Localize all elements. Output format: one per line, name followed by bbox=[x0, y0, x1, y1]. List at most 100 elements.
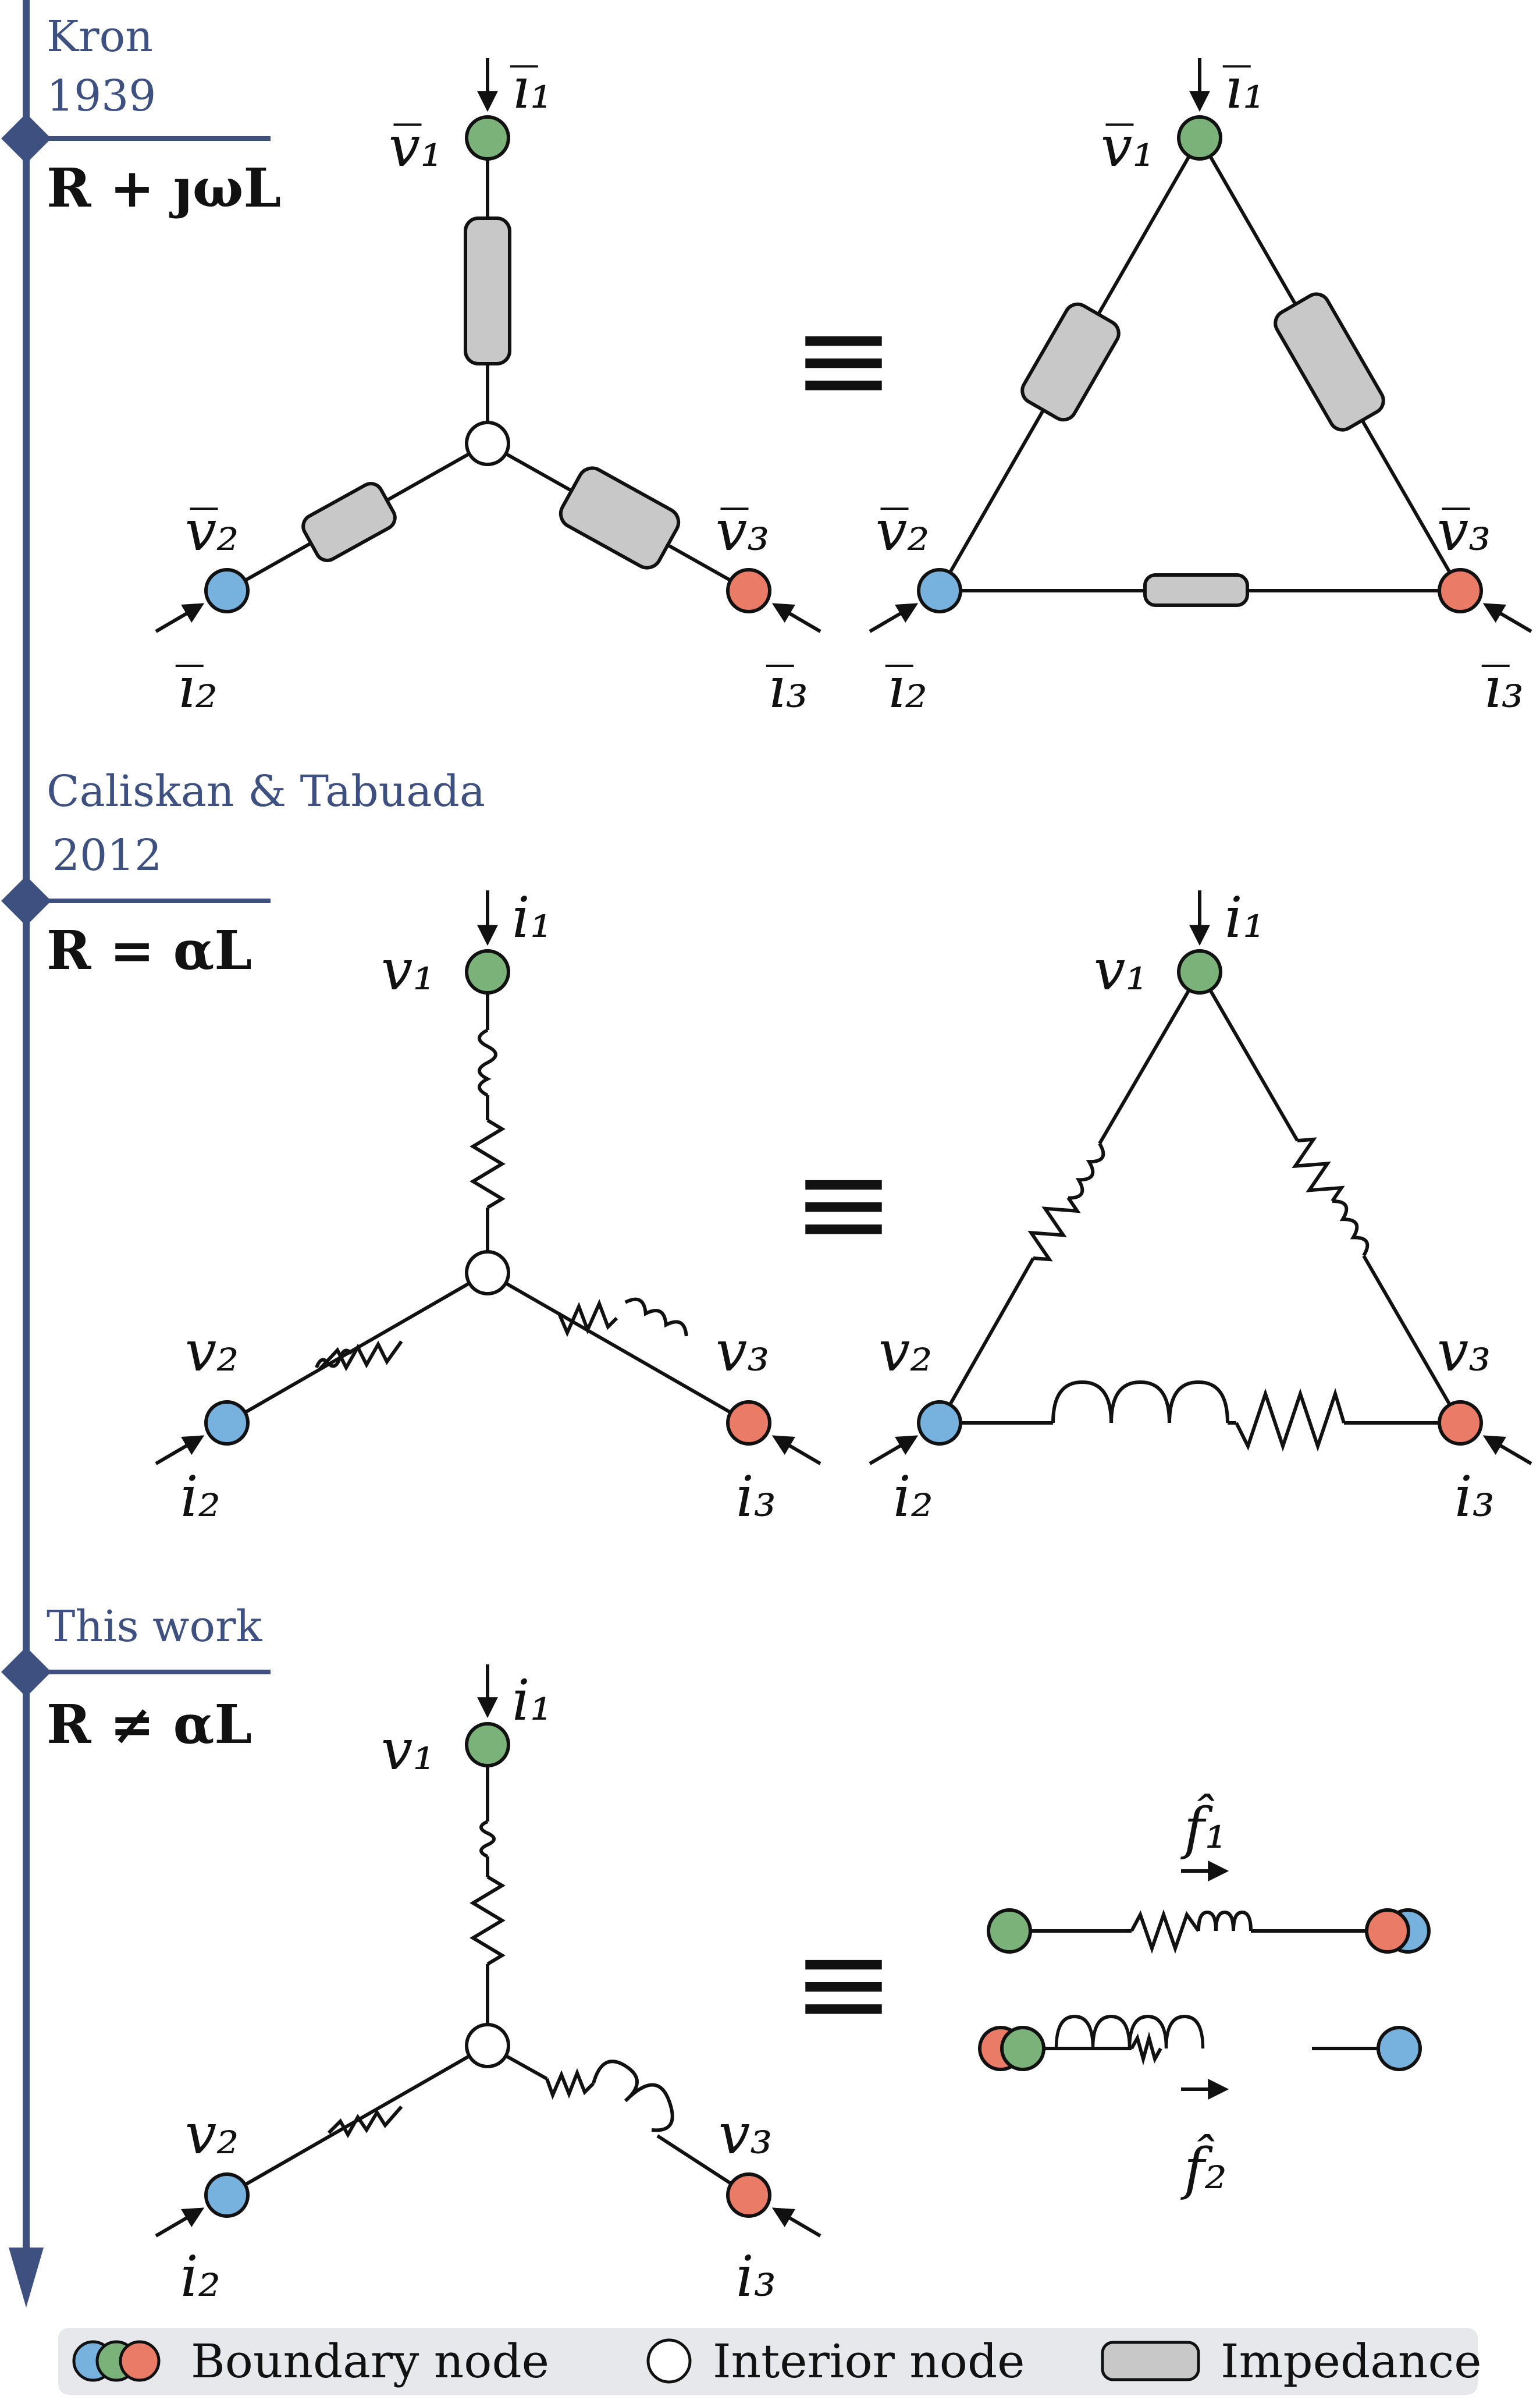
resistor bbox=[470, 1119, 506, 1209]
label-v3: v̅₃ bbox=[1437, 498, 1491, 563]
current-arrow bbox=[155, 2207, 205, 2238]
label-i3: i₃ bbox=[736, 2244, 776, 2309]
label-i1: i₁ bbox=[1225, 885, 1265, 950]
legend-interior-swatch bbox=[646, 2338, 692, 2384]
current-arrow bbox=[869, 603, 919, 633]
inductor bbox=[479, 1820, 496, 1858]
label-f1: f̂₁ bbox=[1180, 1794, 1227, 1861]
boundary-node-3 bbox=[726, 568, 771, 613]
relation-formula: R ≠ αL bbox=[47, 1693, 252, 1756]
label-i2: i₂ bbox=[180, 1464, 220, 1529]
label-v3: v₃ bbox=[1437, 1319, 1491, 1384]
inductor bbox=[315, 1348, 353, 1369]
interior-node bbox=[465, 1250, 510, 1295]
label-i1: i₁ bbox=[512, 1668, 552, 1733]
boundary-node-1 bbox=[465, 949, 510, 995]
label-i2: i₂ bbox=[893, 1464, 933, 1529]
equivalence-symbol: ≡ bbox=[792, 1132, 895, 1274]
era-label-line-1: This work bbox=[47, 1602, 262, 1652]
interior-node bbox=[465, 421, 510, 466]
section-caliskan-tabuada: Caliskan & Tabuada 2012 R = αL v₁ i₁ v₂ bbox=[1, 766, 1532, 1529]
label-i3: i₃ bbox=[1454, 1464, 1495, 1529]
inductor bbox=[1197, 1910, 1253, 1932]
resistor bbox=[557, 1299, 618, 1337]
resistor bbox=[1130, 2031, 1162, 2066]
resistor bbox=[545, 2068, 595, 2100]
boundary-node-3 bbox=[1365, 1908, 1410, 1954]
impedance-box bbox=[301, 482, 397, 562]
current-arrow bbox=[1482, 1435, 1532, 1465]
resistor bbox=[1292, 1137, 1345, 1202]
inductor bbox=[592, 2060, 674, 2132]
boundary-node-1 bbox=[1177, 949, 1222, 995]
legend-impedance-label: Impedance bbox=[1221, 2334, 1482, 2388]
boundary-node-1 bbox=[1000, 2026, 1045, 2071]
resistor bbox=[327, 2106, 403, 2139]
label-v2: v₂ bbox=[879, 1319, 933, 1384]
current-arrow bbox=[771, 603, 821, 633]
boundary-node-2 bbox=[204, 1400, 250, 1446]
label-v3: v₃ bbox=[719, 2101, 773, 2167]
current-arrow bbox=[155, 1435, 205, 1465]
resistor bbox=[1130, 1909, 1200, 1954]
resistor bbox=[470, 1875, 506, 1966]
impedance-box bbox=[464, 216, 511, 365]
resistor bbox=[1027, 1197, 1081, 1262]
current-arrow bbox=[1482, 603, 1532, 633]
label-i2: i̅₂ bbox=[176, 655, 218, 720]
boundary-node-3 bbox=[726, 2172, 771, 2218]
timeline-arrowhead bbox=[9, 2248, 44, 2307]
label-v3: v₃ bbox=[716, 1319, 770, 1384]
inductor bbox=[1054, 2014, 1205, 2049]
relation-formula: R + ȷωL bbox=[47, 157, 281, 219]
resistor bbox=[318, 1340, 403, 1372]
legend-impedance-swatch bbox=[1101, 2341, 1200, 2381]
boundary-node-2 bbox=[917, 568, 962, 613]
inductor bbox=[478, 1028, 497, 1097]
resistor bbox=[1235, 1388, 1346, 1452]
section-this-work: This work R ≠ αL v₁ i₁ v₂ i₂ v₃ bbox=[1, 1602, 1431, 2309]
boundary-node-1 bbox=[465, 1722, 510, 1767]
boundary-node-3 bbox=[1438, 1400, 1483, 1446]
era-label-line-2: 2012 bbox=[52, 830, 162, 881]
boundary-node-1 bbox=[987, 1908, 1032, 1954]
section-kron: Kron 1939 R + ȷωL v̅₁ i̅₁ v̅₂ i̅₂ v̅₃ i̅… bbox=[1, 12, 1532, 720]
label-i3: i̅₃ bbox=[766, 655, 808, 720]
label-v2: v₂ bbox=[185, 2101, 239, 2167]
label-v1: v₁ bbox=[381, 1717, 435, 1783]
boundary-node-3 bbox=[726, 1400, 771, 1446]
impedance-box bbox=[1143, 573, 1249, 607]
star-network: v̅₁ i̅₁ v̅₂ i̅₂ v̅₃ i̅₃ bbox=[155, 56, 821, 720]
star-network: v₁ i₁ v₂ i₂ v₃ i₃ bbox=[155, 1664, 821, 2309]
relation-formula: R = αL bbox=[47, 919, 252, 982]
inductor bbox=[1051, 1380, 1229, 1423]
label-i1: i₁ bbox=[512, 885, 552, 950]
label-v3: v̅₃ bbox=[716, 498, 770, 563]
label-i1: i̅₁ bbox=[1223, 56, 1265, 121]
impedance-box bbox=[1274, 292, 1385, 432]
impedance-box bbox=[559, 466, 681, 570]
boundary-node-2 bbox=[204, 2172, 250, 2218]
current-arrow bbox=[869, 1435, 919, 1465]
boundary-node-3 bbox=[1438, 568, 1483, 613]
timeline bbox=[9, 0, 44, 2307]
boundary-node-1 bbox=[1177, 115, 1222, 161]
label-v1: v̅₁ bbox=[389, 114, 443, 179]
label-i2: i₂ bbox=[180, 2244, 220, 2309]
label-v1: v₁ bbox=[381, 938, 435, 1003]
current-arrow bbox=[155, 603, 205, 633]
current-arrow bbox=[771, 1435, 821, 1465]
inductor bbox=[624, 1297, 688, 1337]
impedance-box bbox=[1020, 302, 1121, 422]
era-label-line-1: Caliskan & Tabuada bbox=[47, 766, 485, 816]
equivalence-symbol: ≡ bbox=[792, 288, 895, 431]
label-v1: v₁ bbox=[1094, 938, 1148, 1003]
legend-boundary-label: Boundary node bbox=[191, 2334, 549, 2388]
label-i3: i̅₃ bbox=[1482, 655, 1524, 720]
boundary-node-1 bbox=[465, 115, 510, 161]
label-i1: i̅₁ bbox=[510, 56, 552, 121]
era-label-line-2: 1939 bbox=[47, 71, 156, 121]
equivalence-symbol: ≡ bbox=[792, 1912, 895, 2054]
label-i2: i̅₂ bbox=[885, 655, 927, 720]
